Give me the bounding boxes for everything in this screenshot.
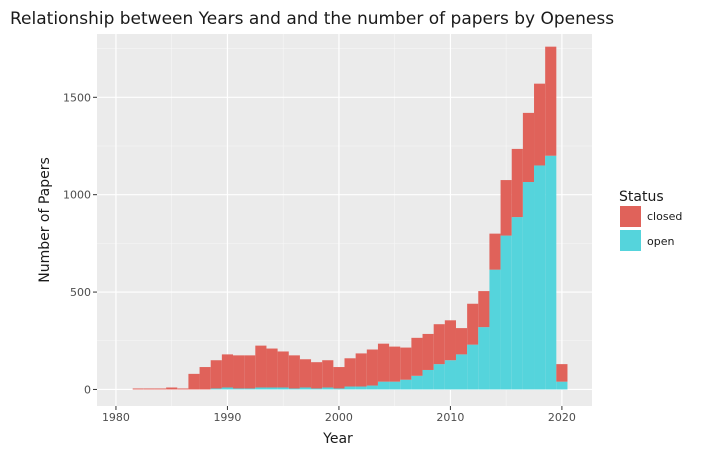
bar-open-2000 [333, 388, 345, 390]
y-axis: 0 500 1000 1500 [63, 91, 97, 396]
bar-closed-1991 [233, 355, 245, 389]
bar-open-2018 [534, 165, 546, 390]
bar-closed-2004 [377, 343, 390, 382]
bar-closed-2014 [489, 233, 501, 270]
bar-closed-2002 [355, 353, 367, 387]
bar-closed-2020 [556, 364, 568, 382]
bar-closed-1989 [210, 360, 222, 389]
bar-closed-1996 [288, 355, 300, 389]
bar-closed-2001 [344, 358, 356, 387]
y-tick-label: 0 [84, 383, 91, 396]
legend-label-closed: closed [647, 210, 682, 223]
x-axis-label: Year [322, 431, 353, 447]
bar-closed-1982 [132, 388, 144, 390]
legend: Status closed open [619, 189, 682, 251]
y-tick-label: 1500 [63, 91, 91, 104]
bar-closed-1995 [277, 351, 289, 388]
bar-open-2001 [344, 386, 356, 390]
bar-closed-1994 [266, 348, 278, 388]
bar-closed-2016 [511, 148, 523, 218]
x-tick-label: 2010 [436, 411, 464, 424]
x-tick-label: 1980 [102, 411, 130, 424]
bars [132, 46, 568, 390]
bar-open-1989 [210, 388, 222, 390]
bar-open-1994 [266, 387, 278, 390]
bar-closed-1990 [221, 354, 234, 388]
bar-open-1998 [311, 388, 323, 390]
bar-closed-2005 [389, 346, 401, 382]
legend-title: Status [619, 189, 664, 205]
bar-open-2017 [522, 182, 535, 390]
bar-closed-2009 [433, 324, 445, 365]
bar-closed-2017 [522, 112, 535, 183]
bar-closed-2003 [366, 349, 378, 386]
bar-open-1991 [233, 388, 245, 390]
legend-label-open: open [647, 235, 674, 248]
bar-open-2006 [400, 379, 412, 390]
bar-open-2007 [411, 375, 423, 390]
x-axis: 1980 1990 2000 2010 2020 [102, 406, 576, 424]
legend-key-closed [620, 206, 641, 227]
legend-key-open [620, 230, 641, 251]
bar-closed-2008 [422, 333, 434, 370]
bar-closed-2013 [478, 291, 490, 328]
bar-open-1990 [221, 387, 234, 390]
bar-open-2003 [366, 385, 378, 390]
bar-closed-1992 [244, 355, 256, 389]
chart-title: Relationship between Years and and the n… [10, 9, 614, 29]
bar-closed-1987 [188, 373, 200, 390]
bar-open-1999 [322, 387, 334, 390]
bar-closed-1984 [154, 388, 167, 390]
bar-open-1992 [244, 388, 256, 390]
bar-closed-1988 [199, 367, 211, 390]
bar-closed-1986 [177, 388, 189, 390]
bar-open-2016 [511, 217, 523, 390]
bar-open-2010 [444, 360, 456, 390]
bar-open-2012 [467, 344, 479, 390]
bar-closed-2015 [500, 180, 512, 236]
x-tick-label: 2020 [548, 411, 576, 424]
bar-open-2011 [455, 354, 468, 390]
bar-open-2019 [545, 155, 557, 390]
bar-open-1995 [277, 387, 289, 390]
bar-open-2015 [500, 235, 512, 390]
bar-closed-2006 [400, 347, 412, 380]
bar-open-2013 [478, 327, 490, 390]
bar-closed-1998 [311, 362, 323, 389]
bar-open-1996 [288, 388, 300, 390]
bar-open-1997 [299, 387, 312, 390]
bar-closed-2000 [333, 367, 345, 389]
x-tick-label: 1990 [213, 411, 241, 424]
bar-closed-2019 [545, 46, 557, 156]
bar-open-1993 [255, 387, 267, 390]
bar-closed-2011 [455, 328, 468, 355]
bar-closed-1985 [166, 387, 178, 390]
bar-open-2008 [422, 369, 434, 390]
bar-open-2020 [556, 381, 568, 390]
bar-open-2004 [377, 381, 390, 390]
bar-closed-2018 [534, 83, 546, 166]
bar-open-2014 [489, 269, 501, 390]
x-tick-label: 2000 [325, 411, 353, 424]
bar-closed-1983 [143, 388, 155, 390]
bar-open-2009 [433, 364, 445, 390]
y-tick-label: 1000 [63, 189, 91, 202]
bar-open-2005 [389, 381, 401, 390]
bar-closed-2012 [467, 303, 479, 345]
y-tick-label: 500 [70, 286, 91, 299]
bar-open-2002 [355, 386, 367, 390]
y-axis-label: Number of Papers [37, 157, 53, 283]
bar-closed-2007 [411, 337, 423, 376]
bar-closed-1993 [255, 345, 267, 388]
bar-closed-2010 [444, 320, 456, 361]
bar-closed-1999 [322, 360, 334, 388]
bar-closed-1997 [299, 359, 312, 388]
